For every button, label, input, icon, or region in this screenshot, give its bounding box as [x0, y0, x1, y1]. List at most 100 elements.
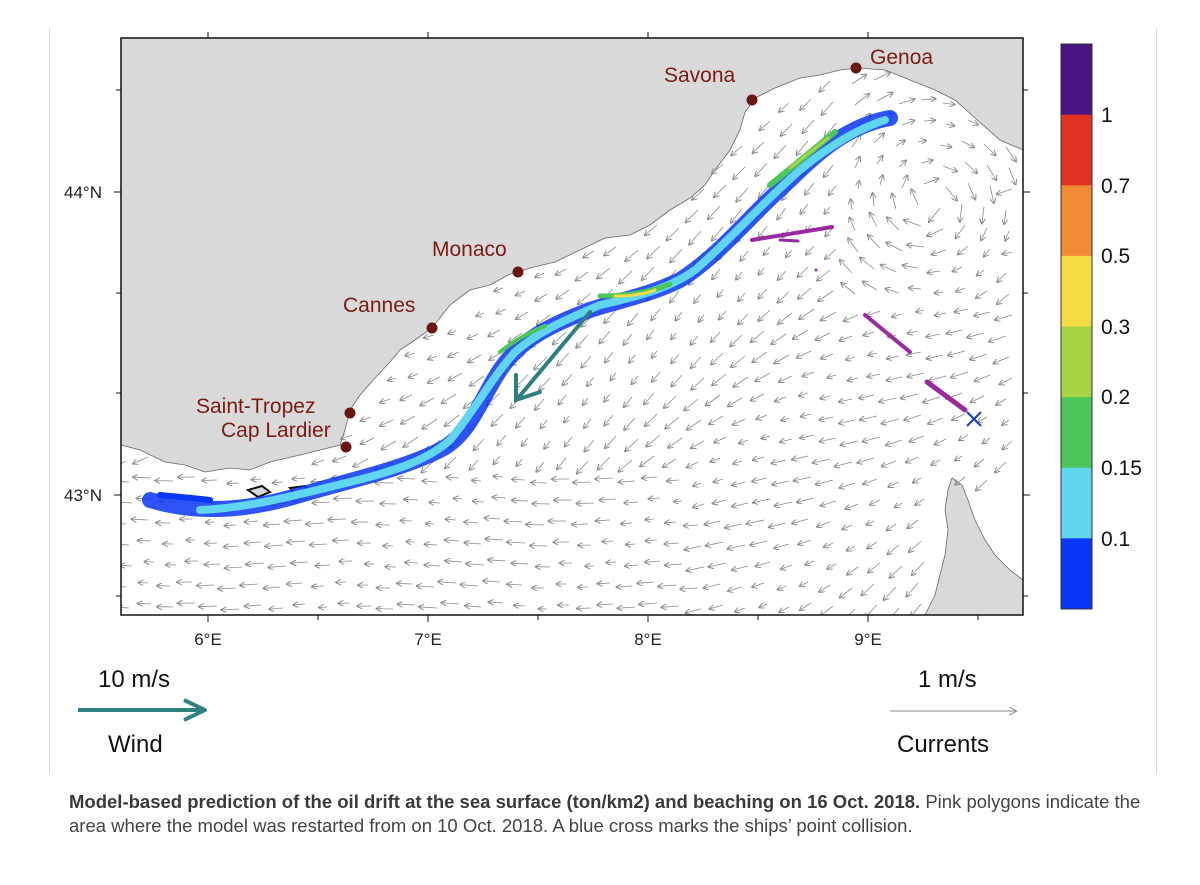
- current-vector: [850, 218, 856, 232]
- current-vector: [868, 562, 881, 573]
- current-vector: [752, 478, 768, 482]
- current-vector: [604, 246, 617, 256]
- current-vector: [895, 140, 905, 147]
- map-border: [120, 37, 1024, 616]
- current-vector: [564, 415, 569, 423]
- current-vector: [428, 376, 441, 383]
- current-vector: [361, 437, 375, 444]
- current-vector: [645, 561, 661, 562]
- current-vector: [824, 543, 834, 547]
- current-vector: [825, 122, 837, 137]
- current-vector: [945, 186, 957, 201]
- current-vector: [982, 206, 984, 223]
- current-vector: [493, 497, 507, 498]
- current-vector: [907, 519, 919, 528]
- current-vector: [600, 499, 617, 500]
- current-vector: [797, 497, 815, 502]
- current-vector: [947, 330, 963, 334]
- current-vector: [577, 503, 595, 504]
- current-vector: [753, 141, 765, 153]
- current-vector: [923, 179, 938, 185]
- current-vector: [287, 583, 303, 584]
- current-vector: [806, 245, 815, 255]
- current-vector: [361, 417, 372, 421]
- current-vector: [825, 248, 837, 259]
- current-vector: [816, 332, 831, 340]
- current-vector: [733, 418, 746, 425]
- current-vector: [517, 458, 523, 466]
- current-vector: [709, 415, 724, 424]
- current-vector: [867, 521, 875, 525]
- current-vector: [664, 543, 680, 544]
- colorbar-segment: [1061, 114, 1092, 186]
- current-vector: [449, 372, 463, 381]
- current-vector: [202, 480, 218, 481]
- current-vector: [738, 313, 749, 324]
- current-vector: [735, 608, 746, 612]
- current-vector: [121, 460, 127, 465]
- current-vector: [497, 434, 507, 445]
- current-vector: [424, 335, 435, 338]
- place-dot-cannes: [426, 322, 438, 334]
- current-vector: [472, 480, 482, 481]
- axis-ticks: [114, 32, 1030, 622]
- current-vector: [952, 413, 966, 420]
- current-vector: [133, 477, 152, 478]
- current-vector: [892, 314, 903, 317]
- colorbar-label-0.15: 0.15: [1101, 457, 1142, 480]
- current-vector: [816, 479, 834, 484]
- figure-frame-left: [49, 28, 50, 773]
- current-vector: [854, 157, 860, 169]
- current-vector: [539, 377, 551, 390]
- current-vector: [565, 436, 573, 446]
- current-vector: [315, 565, 331, 566]
- current-vector: [535, 398, 545, 410]
- current-vector: [974, 311, 991, 316]
- current-vector: [887, 377, 903, 380]
- current-vector: [753, 457, 765, 460]
- current-vector: [409, 374, 419, 378]
- current-vector: [819, 584, 831, 592]
- current-vector: [341, 435, 353, 439]
- current-vector: [772, 480, 790, 485]
- current-vector: [858, 457, 875, 463]
- current-vector: [986, 164, 996, 180]
- current-vector: [225, 567, 243, 568]
- current-vector: [398, 604, 416, 605]
- current-vector: [121, 607, 130, 608]
- current-vector: [625, 565, 639, 566]
- current-vector: [733, 166, 746, 179]
- current-vector: [951, 371, 969, 377]
- current-vector: [805, 561, 815, 565]
- current-vector: [313, 502, 331, 503]
- current-vector: [132, 519, 149, 520]
- current-vector: [222, 609, 240, 610]
- current-vector: [846, 503, 859, 509]
- current-vector: [584, 439, 595, 452]
- current-vector: [252, 479, 262, 480]
- current-vector: [583, 397, 589, 405]
- current-vector: [738, 292, 746, 301]
- current-vector: [739, 440, 749, 443]
- current-vector: [671, 353, 680, 363]
- current-vector: [901, 176, 907, 189]
- current-vector: [637, 582, 655, 583]
- current-vector: [1002, 252, 1013, 254]
- current-vector: [667, 480, 680, 481]
- current-vector: [626, 544, 636, 545]
- current-vector: [800, 203, 809, 214]
- current-vector: [821, 500, 837, 506]
- current-vector: [780, 439, 793, 442]
- current-vector: [625, 438, 639, 451]
- current-vector: [663, 458, 677, 467]
- current-vector: [797, 140, 809, 155]
- current-vector: [786, 249, 793, 257]
- current-vector: [923, 120, 935, 121]
- wind-arrow-on-map: [514, 310, 592, 403]
- current-vector: [758, 267, 765, 275]
- current-vector: [587, 376, 595, 386]
- current-vector: [424, 565, 441, 566]
- current-vector: [454, 498, 463, 499]
- current-vector: [779, 102, 790, 112]
- current-vector: [476, 313, 485, 316]
